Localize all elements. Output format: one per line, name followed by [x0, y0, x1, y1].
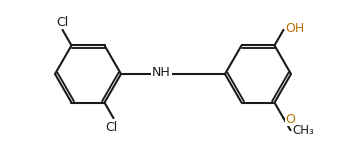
- Text: NH: NH: [152, 66, 171, 80]
- Text: O: O: [286, 113, 295, 126]
- Text: Cl: Cl: [56, 16, 69, 29]
- Text: OH: OH: [286, 22, 305, 35]
- Text: Cl: Cl: [105, 121, 118, 134]
- Text: CH₃: CH₃: [293, 124, 314, 137]
